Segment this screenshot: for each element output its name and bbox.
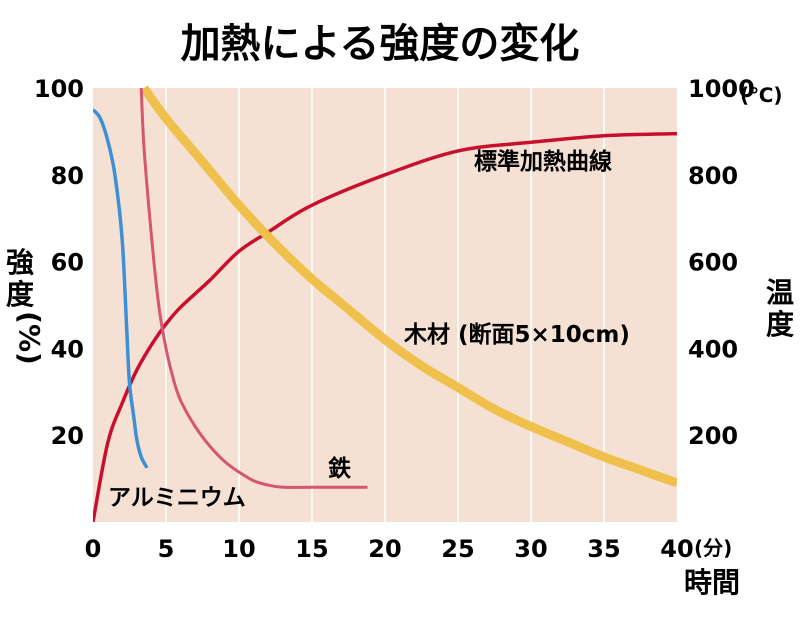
y-left-axis-title: 強 度 (%): [6, 246, 46, 365]
x-tick-label: 15: [295, 535, 328, 563]
x-tick-label: 35: [587, 535, 620, 563]
y-right-unit: (℃): [740, 83, 783, 107]
y-left-tick-label: 60: [51, 249, 84, 277]
series-line-aluminium: [93, 108, 149, 469]
series-label-standard-heating: 標準加熱曲線: [474, 148, 612, 175]
series-group: [93, 85, 677, 522]
x-tick-label: 40: [660, 535, 693, 563]
x-tick-label: 0: [85, 535, 102, 563]
tick-labels: 0 5 10 15 20 25 30 35 40 20 40 60 80 100 200 400 600 800 1…: [34, 75, 755, 563]
y-right-tick-label: 200: [688, 422, 738, 450]
y-right-tick-label: 600: [688, 249, 738, 277]
series-line-wood: [140, 85, 677, 488]
y-left-tick-label: 100: [34, 75, 84, 103]
x-axis-title: 時間: [684, 566, 740, 599]
y-right-axis-title-char: 度: [766, 308, 794, 341]
series-line-iron: [139, 87, 368, 489]
y-left-tick-label: 80: [51, 162, 84, 190]
y-left-axis-title-char: (%): [13, 311, 46, 365]
y-left-axis-title-char: 度: [6, 278, 34, 311]
x-tick-label: 30: [514, 535, 547, 563]
series-label-wood: 木材 (断面5×10cm): [403, 321, 630, 348]
grid: [165, 88, 605, 522]
y-right-axis-title-char: 温: [766, 276, 794, 309]
y-right-axis-title: 温 度: [766, 276, 794, 341]
series-label-iron: 鉄: [328, 455, 351, 482]
y-right-tick-label: 1000: [688, 75, 755, 103]
y-left-tick-label: 20: [51, 422, 84, 450]
x-tick-label: 5: [158, 535, 175, 563]
y-left-tick-label: 40: [51, 335, 84, 363]
y-right-tick-label: 400: [688, 335, 738, 363]
x-unit: (分): [694, 536, 732, 560]
x-tick-label: 25: [441, 535, 474, 563]
x-tick-label: 10: [222, 535, 255, 563]
chart-title: 加熱による強度の変化: [181, 21, 580, 67]
series-label-aluminium: アルミニウム: [108, 485, 246, 511]
y-right-tick-label: 800: [688, 162, 738, 190]
x-tick-label: 20: [368, 535, 401, 563]
y-left-axis-title-char: 強: [6, 246, 34, 279]
